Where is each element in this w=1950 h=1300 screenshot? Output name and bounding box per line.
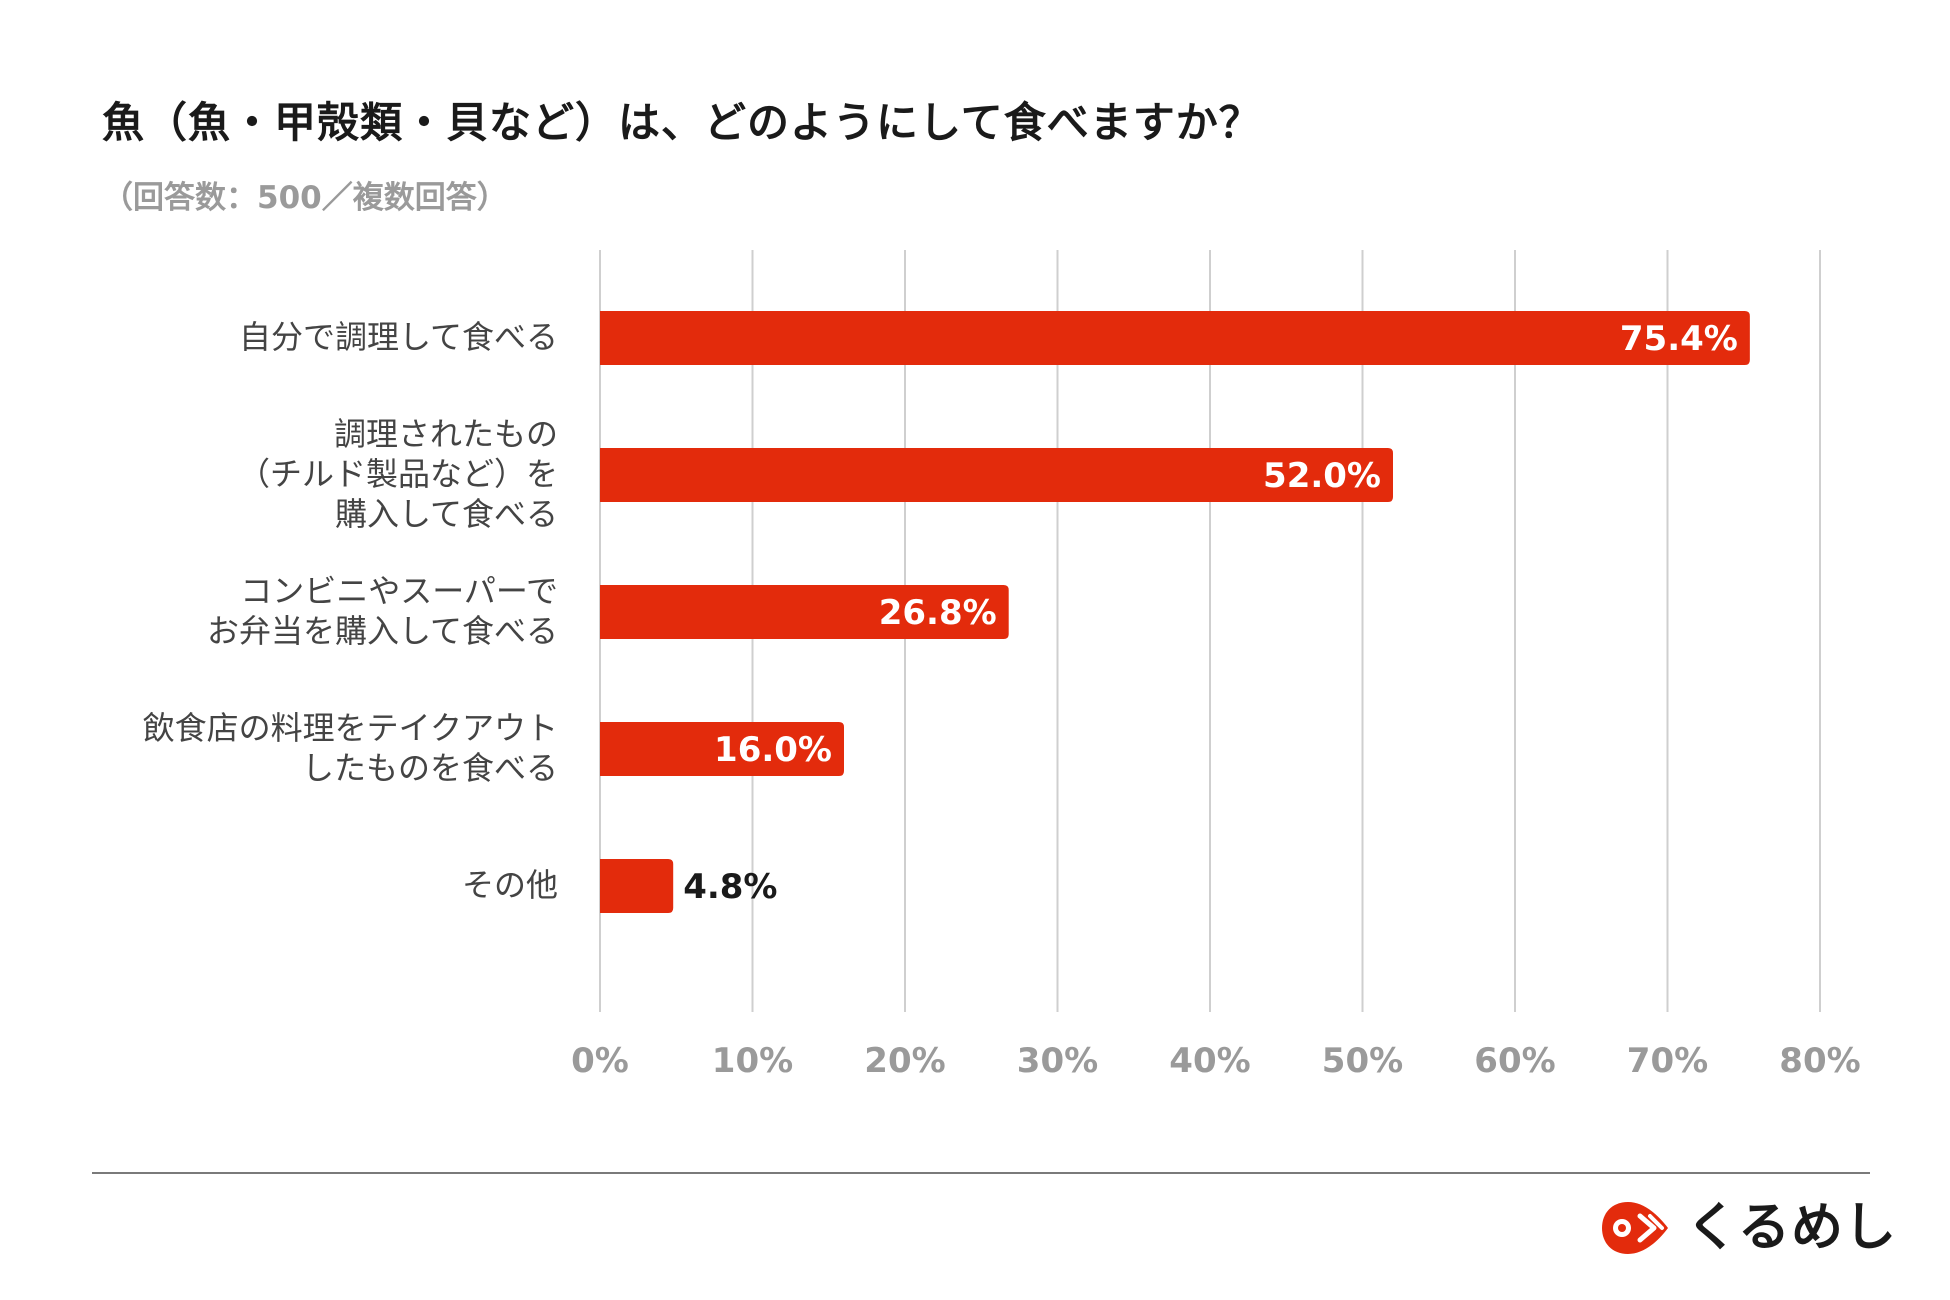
category-label: 飲食店の料理をテイクアウトしたものを食べる bbox=[143, 709, 558, 787]
x-tick-label: 60% bbox=[1474, 1041, 1555, 1081]
bar-value-label: 52.0% bbox=[1263, 456, 1381, 496]
x-tick-label: 20% bbox=[864, 1041, 945, 1081]
x-tick-label: 30% bbox=[1017, 1041, 1098, 1081]
chart-title: 魚（魚・甲殻類・貝など）は、どのようにして食べますか？ bbox=[102, 98, 1262, 147]
x-tick-label: 10% bbox=[712, 1041, 793, 1081]
x-tick-label: 50% bbox=[1322, 1041, 1403, 1081]
x-tick-label: 0% bbox=[571, 1041, 629, 1081]
footer-divider bbox=[92, 1172, 1870, 1174]
bar-value-label: 75.4% bbox=[1620, 319, 1738, 359]
category-label: 調理されたもの（チルド製品など）を購入して食べる bbox=[238, 415, 558, 533]
bar bbox=[600, 722, 844, 776]
x-tick-label: 70% bbox=[1627, 1041, 1708, 1081]
brand-name: くるめし bbox=[1686, 1198, 1897, 1258]
kurumeshi-logo-icon bbox=[1602, 1202, 1668, 1254]
bars: 75.4% 52.0% 26.8% 16.0% 4.8% bbox=[600, 311, 1750, 913]
category-label: 自分で調理して食べる bbox=[239, 318, 558, 356]
bar-value-label: 4.8% bbox=[683, 867, 777, 907]
bar bbox=[600, 585, 1009, 639]
bar bbox=[600, 859, 674, 913]
bar-value-label: 16.0% bbox=[714, 730, 832, 770]
x-tick-label: 40% bbox=[1169, 1041, 1250, 1081]
category-label: その他 bbox=[462, 866, 558, 904]
category-labels: 自分で調理して食べる調理されたもの（チルド製品など）を購入して食べるコンビニやス… bbox=[143, 318, 558, 904]
bar-value-label: 26.8% bbox=[879, 593, 997, 633]
chart-subtitle: （回答数：500／複数回答） bbox=[102, 180, 508, 216]
category-label: コンビニやスーパーでお弁当を購入して食べる bbox=[207, 572, 558, 650]
bar bbox=[600, 448, 1393, 502]
x-axis-tick-labels: 0% 10% 20% 30% 40% 50% 60% 70% 80% bbox=[571, 1041, 1861, 1081]
bar bbox=[600, 311, 1750, 365]
brand-logo: くるめし bbox=[1598, 1198, 1897, 1258]
x-tick-label: 80% bbox=[1779, 1041, 1860, 1081]
bar-chart: 75.4% 52.0% 26.8% 16.0% 4.8% 自分で調理して食べる調理された… bbox=[143, 250, 1861, 1081]
